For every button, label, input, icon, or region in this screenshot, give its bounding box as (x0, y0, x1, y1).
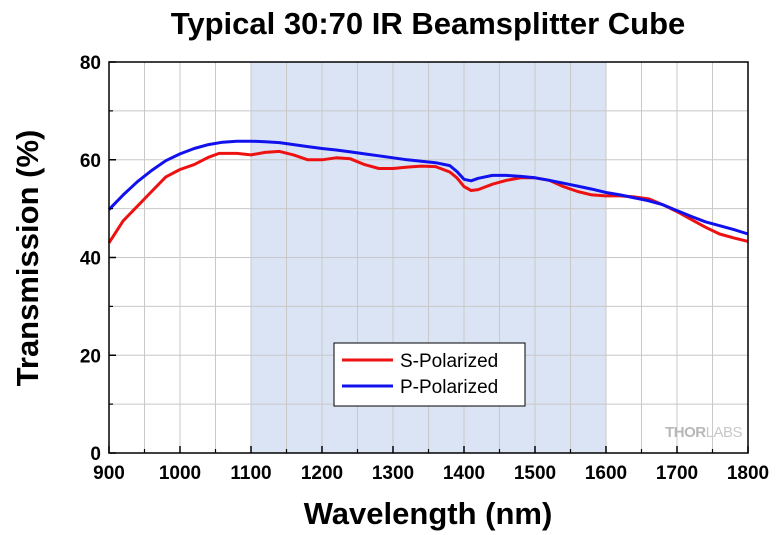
legend-label-p-polarized: P-Polarized (400, 377, 498, 398)
x-tick-label: 1000 (159, 463, 201, 484)
legend: S-Polarized P-Polarized (333, 342, 526, 407)
y-tick-label: 20 (80, 346, 101, 367)
x-tick-label: 1200 (301, 463, 343, 484)
x-tick-label: 900 (93, 463, 125, 484)
y-tick-label: 40 (80, 249, 101, 270)
y-tick-label: 0 (90, 444, 101, 465)
axes (108, 61, 749, 454)
series-line-p-polarized (107, 139, 749, 236)
x-tick-label: 1700 (656, 463, 698, 484)
x-tick-label: 1300 (372, 463, 414, 484)
y-tick-label: 60 (80, 151, 101, 172)
legend-box (333, 342, 526, 407)
series-layer (107, 139, 749, 244)
x-tick-labels: 900 1000 1100 1200 1300 1400 1500 1600 1700 1800 (93, 463, 769, 484)
chart-title: Typical 30:70 IR Beamsplitter Cube (171, 6, 686, 41)
x-tick-label: 1600 (585, 463, 627, 484)
x-tick-label: 1800 (727, 463, 769, 484)
y-tick-labels: 0 20 40 60 80 (80, 53, 101, 465)
x-axis-title: Wavelength (nm) (304, 496, 553, 531)
thorlabs-watermark: THORLABS (665, 424, 742, 441)
x-tick-label: 1500 (514, 463, 556, 484)
y-tick-label: 80 (80, 53, 101, 74)
legend-label-s-polarized: S-Polarized (400, 351, 498, 372)
y-axis-title: Transmission (%) (10, 130, 45, 387)
x-tick-label: 1100 (230, 463, 271, 484)
x-tick-label: 1400 (443, 463, 485, 484)
